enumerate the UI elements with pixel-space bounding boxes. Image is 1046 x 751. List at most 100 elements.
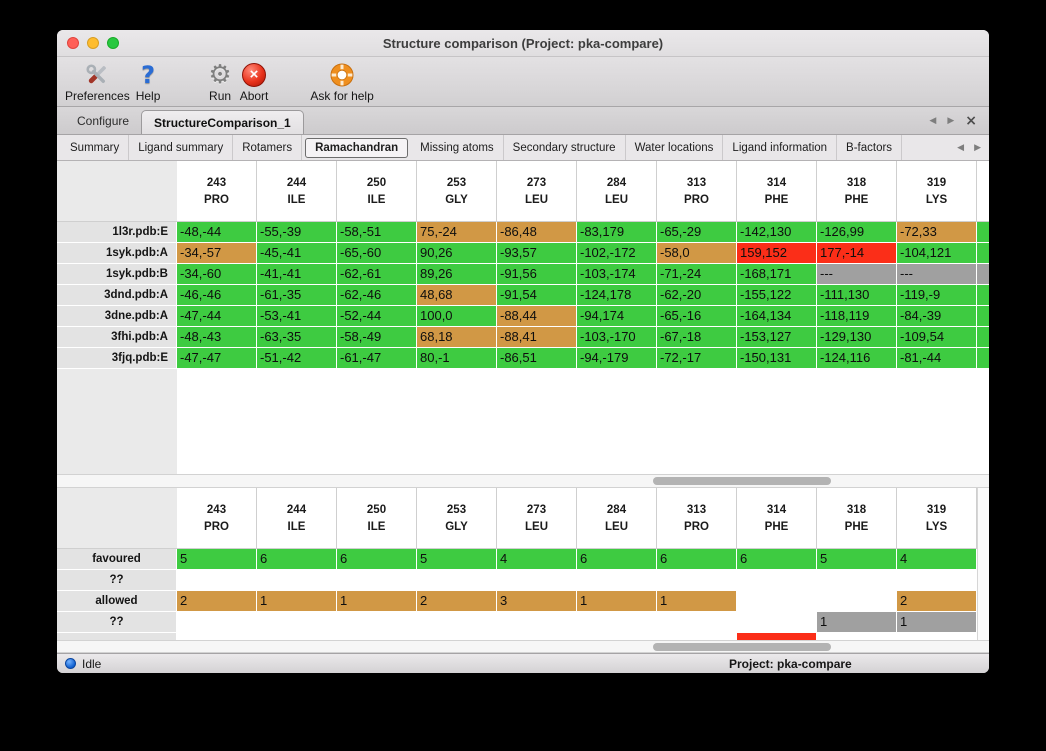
vertical-scrollbar[interactable] [977, 488, 989, 640]
tab-prev-icon[interactable]: ◀ [929, 115, 937, 126]
table-cell[interactable]: 3 [497, 591, 576, 611]
help-button[interactable]: ? Help [136, 60, 161, 104]
table-cell[interactable]: -61,-35 [257, 285, 336, 305]
table-cell[interactable]: --- [817, 264, 896, 284]
table-cell[interactable]: -45,-41 [257, 243, 336, 263]
table-cell[interactable]: 68,18 [417, 327, 496, 347]
table-cell[interactable] [257, 570, 336, 590]
run-button[interactable]: ⚙ Run [208, 60, 231, 104]
table-cell[interactable]: -61,-47 [337, 348, 416, 368]
table-cell[interactable] [417, 570, 496, 590]
subtab-ligand-information[interactable]: Ligand information [723, 135, 838, 160]
table-cell[interactable]: -164,134 [737, 306, 816, 326]
table-cell[interactable]: -111,130 [817, 285, 896, 305]
table-cell[interactable] [177, 612, 256, 632]
table-cell[interactable]: -93,57 [497, 243, 576, 263]
table-cell[interactable] [577, 612, 656, 632]
subtab-ramachandran[interactable]: Ramachandran [305, 137, 409, 158]
table-cell[interactable] [817, 570, 896, 590]
subtab-summary[interactable]: Summary [61, 135, 130, 160]
table-cell[interactable]: 159,152 [737, 243, 816, 263]
table-cell[interactable]: -47,-47 [177, 348, 256, 368]
table-cell[interactable]: -65,-16 [657, 306, 736, 326]
table-cell[interactable]: -34,-57 [177, 243, 256, 263]
table-cell[interactable]: -102,-172 [577, 243, 656, 263]
close-window-button[interactable] [67, 37, 79, 49]
table-cell[interactable]: -58,0 [657, 243, 736, 263]
horizontal-scrollbar-bottom[interactable] [57, 640, 989, 653]
table-cell[interactable]: 80,-1 [417, 348, 496, 368]
minimize-window-button[interactable] [87, 37, 99, 49]
tab-next-icon[interactable]: ▶ [947, 115, 955, 126]
table-cell[interactable]: -81,-44 [897, 348, 976, 368]
table-cell[interactable]: -72,33 [897, 222, 976, 242]
table-cell[interactable]: 4 [497, 549, 576, 569]
table-cell[interactable]: -94,174 [577, 306, 656, 326]
table-cell[interactable] [737, 612, 816, 632]
table-cell[interactable]: -48,-43 [177, 327, 256, 347]
subtab-ligand-summary[interactable]: Ligand summary [129, 135, 234, 160]
table-cell[interactable]: --- [897, 264, 976, 284]
table-cell[interactable]: -62,-46 [337, 285, 416, 305]
table-cell[interactable]: -118,119 [817, 306, 896, 326]
table-cell[interactable]: -126,99 [817, 222, 896, 242]
subtab-secondary-structure[interactable]: Secondary structure [504, 135, 626, 160]
tab-close-icon[interactable]: × [965, 112, 977, 129]
table-cell[interactable]: 5 [177, 549, 256, 569]
table-cell[interactable]: -124,178 [577, 285, 656, 305]
table-cell[interactable]: -142,130 [737, 222, 816, 242]
table-cell[interactable]: -72,-17 [657, 348, 736, 368]
table-cell[interactable]: 2 [897, 591, 976, 611]
table-cell[interactable] [817, 591, 896, 611]
table-cell[interactable]: -109,54 [897, 327, 976, 347]
table-cell[interactable]: -67,-18 [657, 327, 736, 347]
table-cell[interactable]: -62,-61 [337, 264, 416, 284]
subtab-b-factors[interactable]: B-factors [837, 135, 903, 160]
table-cell[interactable]: -71,-24 [657, 264, 736, 284]
table-cell[interactable]: -150,131 [737, 348, 816, 368]
table-cell[interactable]: -168,171 [737, 264, 816, 284]
table-cell[interactable]: -103,-174 [577, 264, 656, 284]
table-cell[interactable]: 48,68 [417, 285, 496, 305]
table-cell[interactable] [737, 570, 816, 590]
scrollbar-thumb[interactable] [653, 477, 831, 485]
table-cell[interactable]: 100,0 [417, 306, 496, 326]
table-cell[interactable] [497, 612, 576, 632]
tab-structurecomparison-1[interactable]: StructureComparison_1 [141, 110, 304, 134]
table-cell[interactable]: -47,-44 [177, 306, 256, 326]
table-cell[interactable]: 2 [417, 591, 496, 611]
table-cell[interactable]: 1 [657, 591, 736, 611]
table-cell[interactable]: 75,-24 [417, 222, 496, 242]
horizontal-scrollbar-top[interactable] [57, 474, 989, 488]
table-cell[interactable]: -129,130 [817, 327, 896, 347]
table-cell[interactable] [657, 612, 736, 632]
table-cell[interactable]: -65,-60 [337, 243, 416, 263]
table-cell[interactable]: -91,56 [497, 264, 576, 284]
table-cell[interactable]: -94,-179 [577, 348, 656, 368]
table-cell[interactable]: 5 [817, 549, 896, 569]
table-cell[interactable] [337, 570, 416, 590]
table-cell[interactable]: -103,-170 [577, 327, 656, 347]
table-cell[interactable]: 4 [897, 549, 976, 569]
table-cell[interactable]: -65,-29 [657, 222, 736, 242]
abort-button[interactable]: × Abort [240, 60, 268, 103]
ask-for-help-button[interactable]: Ask for help [310, 60, 374, 103]
table-cell[interactable] [577, 570, 656, 590]
table-cell[interactable]: 6 [337, 549, 416, 569]
table-cell[interactable]: -58,-49 [337, 327, 416, 347]
table-cell[interactable]: 89,26 [417, 264, 496, 284]
table-cell[interactable]: -88,41 [497, 327, 576, 347]
tab-configure[interactable]: Configure [77, 113, 130, 128]
table-cell[interactable] [497, 570, 576, 590]
table-cell[interactable] [417, 612, 496, 632]
scrollbar-thumb[interactable] [653, 643, 831, 651]
table-cell[interactable]: 90,26 [417, 243, 496, 263]
table-cell[interactable]: 6 [657, 549, 736, 569]
table-cell[interactable]: -58,-51 [337, 222, 416, 242]
table-cell[interactable]: -83,179 [577, 222, 656, 242]
table-cell[interactable]: -104,121 [897, 243, 976, 263]
table-cell[interactable]: 1 [577, 591, 656, 611]
table-cell[interactable]: 177,-14 [817, 243, 896, 263]
subtab-rotamers[interactable]: Rotamers [233, 135, 303, 160]
table-cell[interactable]: 1 [897, 612, 976, 632]
